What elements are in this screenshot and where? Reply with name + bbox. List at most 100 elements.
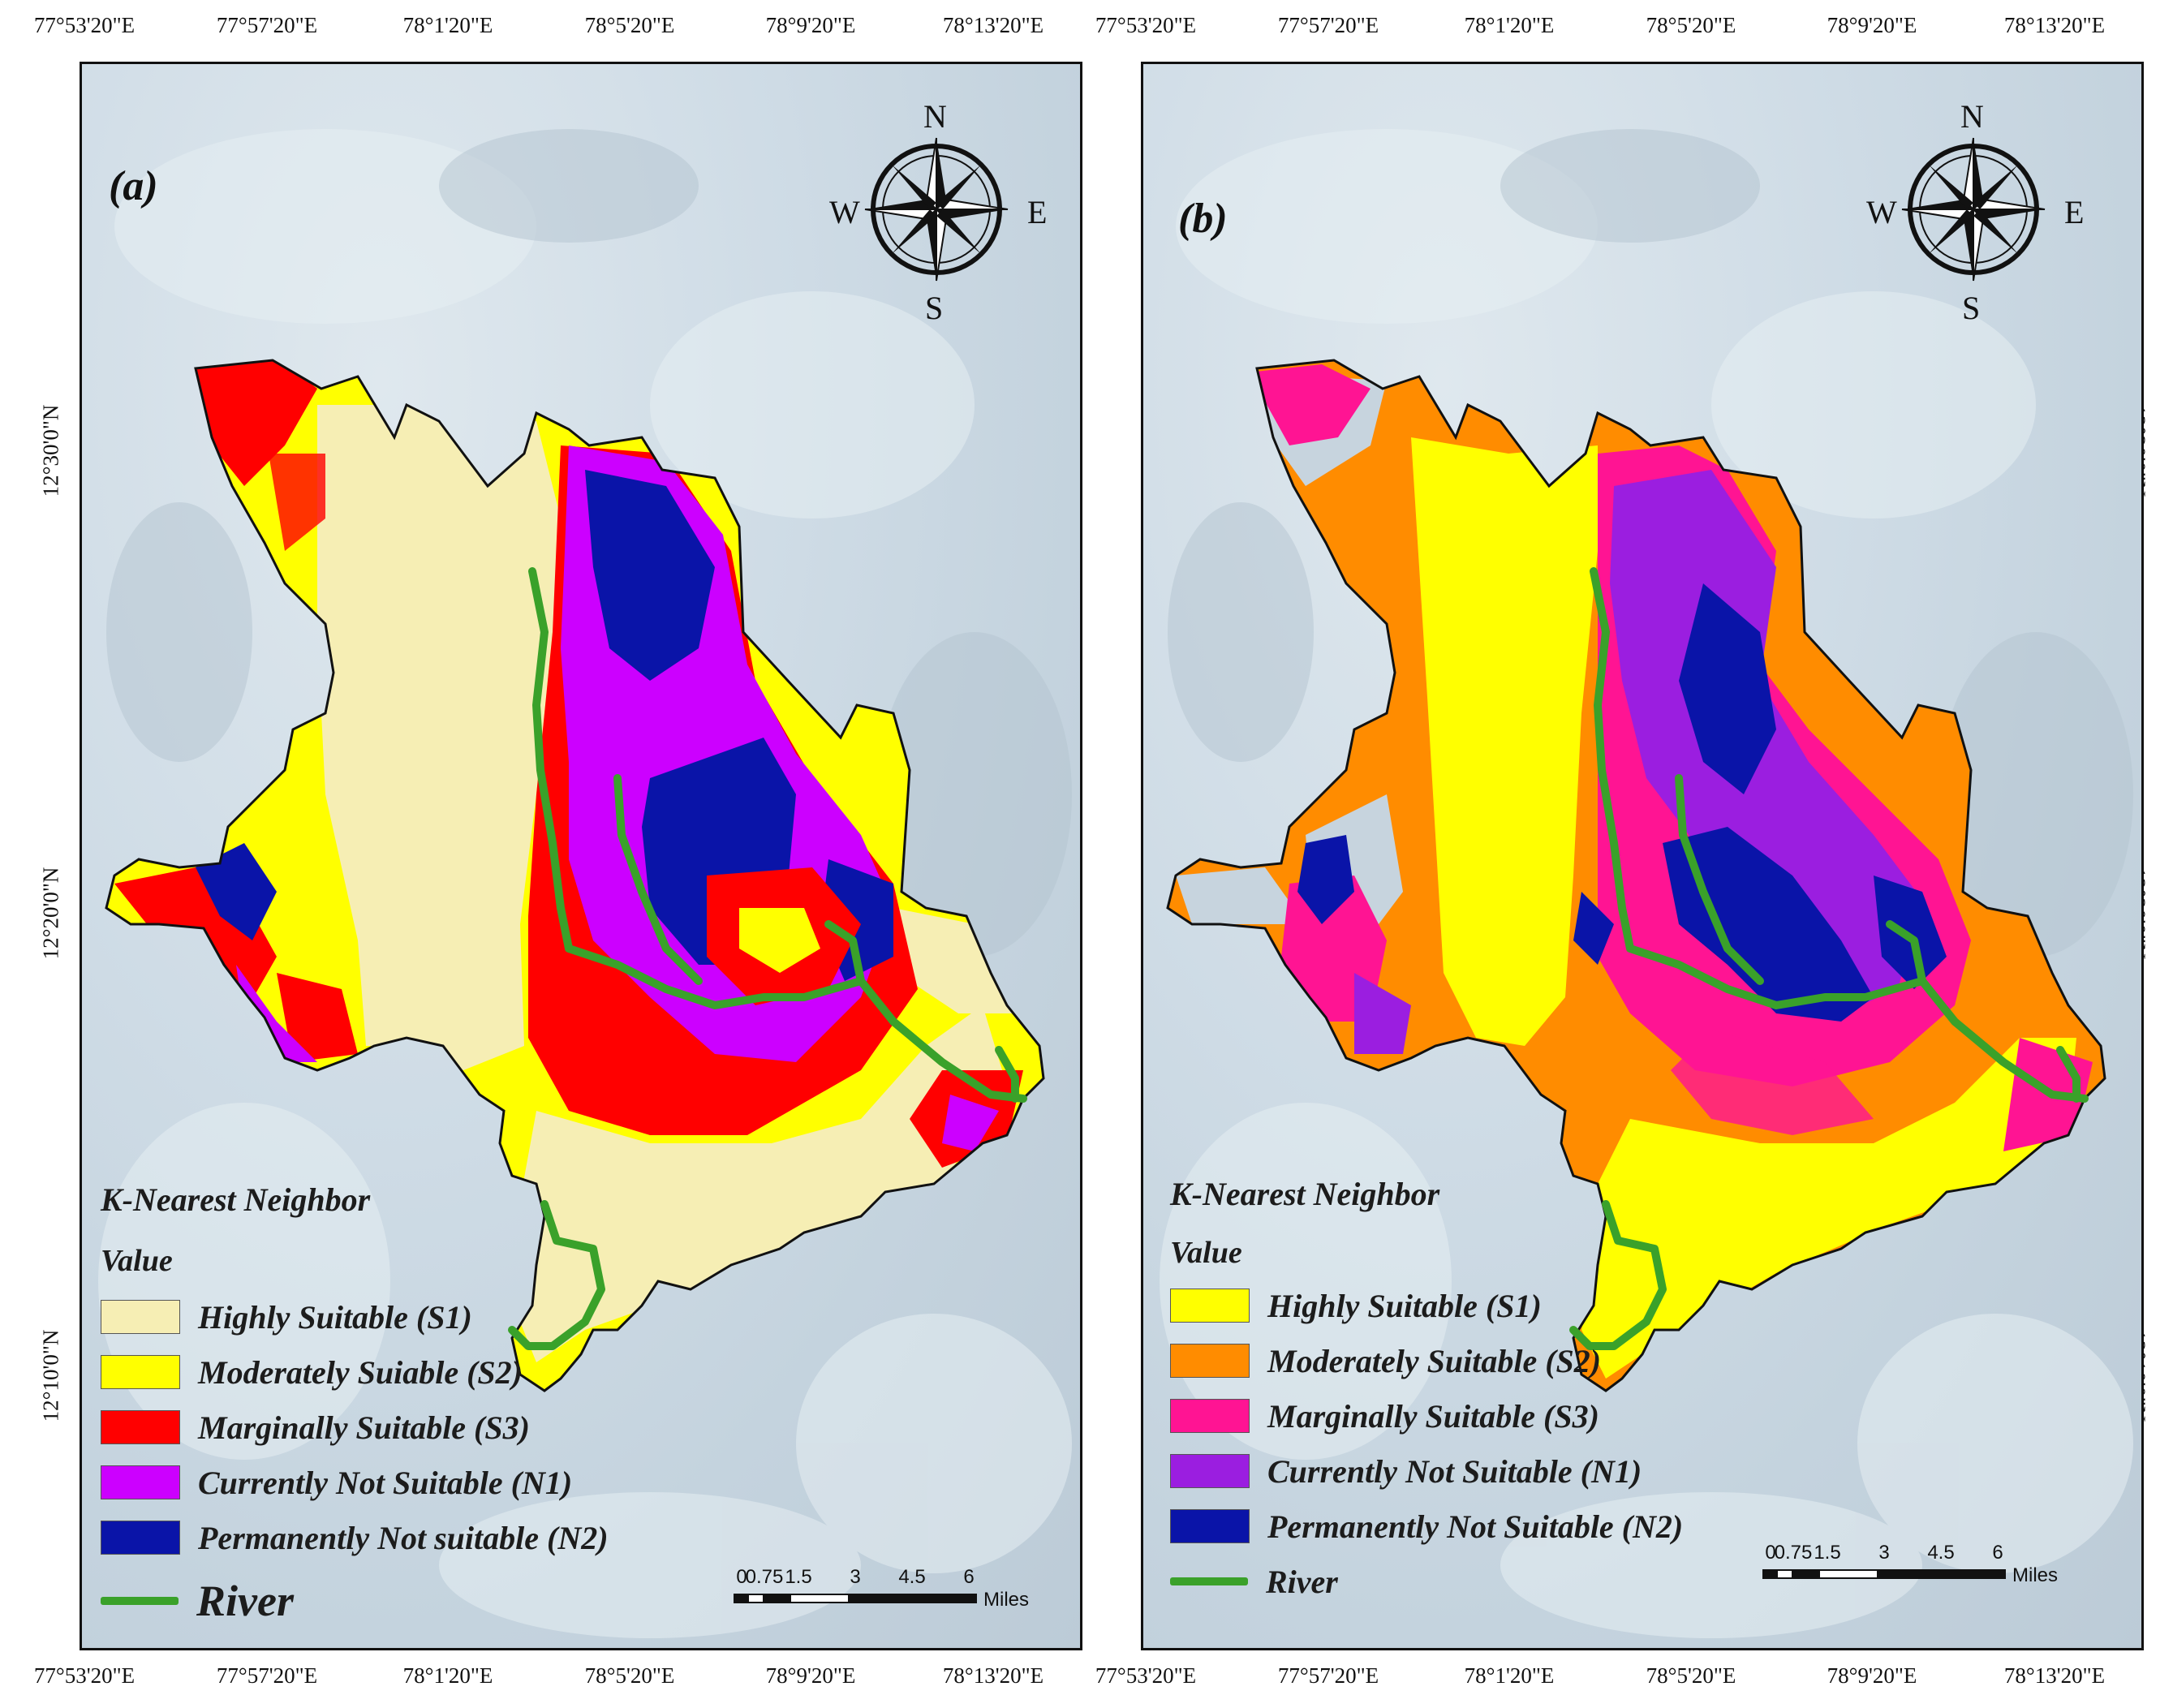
scale-bar: 0 0.75 1.5 3 4.5 6 Miles — [734, 1566, 1058, 1615]
legend-swatch — [1170, 1344, 1250, 1378]
compass-east: E — [1027, 194, 1048, 230]
legend-item: Moderately Suitable (S2) — [1170, 1342, 1601, 1379]
map-panel-b: 77°53'20"E 77°57'20"E 78°1'20"E 78°5'20"… — [1095, 0, 2165, 1708]
legend-river-item: River — [1170, 1563, 1338, 1600]
legend-label: Currently Not Suitable (N1) — [198, 1464, 573, 1501]
legend-river-label: River — [1266, 1563, 1338, 1600]
lon-tick-label: 77°57'20"E — [1277, 13, 1379, 37]
lon-tick-label: 77°53'20"E — [1095, 1663, 1197, 1688]
scale-bar-graphic — [734, 1594, 977, 1603]
legend-swatch — [1170, 1399, 1250, 1433]
legend-swatch — [1170, 1509, 1250, 1543]
lon-tick-label: 78°1'20"E — [1464, 13, 1555, 37]
lon-tick-label: 77°57'20"E — [216, 13, 318, 37]
lat-tick-label: 12°10'0"N — [38, 1329, 63, 1422]
map-frame — [1141, 62, 2144, 1650]
legend-item: Permanently Not Suitable (N2) — [1170, 1508, 1683, 1545]
legend-label: Currently Not Suitable (N1) — [1267, 1452, 1642, 1490]
lon-tick-label: 78°13'20"E — [2003, 1663, 2106, 1688]
legend-item: Moderately Suiable (S2) — [101, 1353, 523, 1391]
legend-item: Currently Not Suitable (N1) — [1170, 1452, 1642, 1490]
legend-label: Moderately Suitable (S2) — [1267, 1342, 1602, 1379]
lon-tick-label: 78°5'20"E — [584, 13, 675, 37]
compass-south: S — [925, 290, 944, 326]
lon-tick-label: 77°57'20"E — [1277, 1663, 1379, 1688]
lon-tick-label: 78°9'20"E — [1827, 1663, 1917, 1688]
legend-swatch — [101, 1410, 180, 1444]
legend-subtitle: Value — [1170, 1236, 1242, 1270]
legend-subtitle: Value — [101, 1244, 173, 1278]
compass-west: W — [1866, 194, 1897, 230]
lat-tick-label: 12°20'0"N — [38, 867, 63, 960]
legend-title: K-Nearest Neighbor — [101, 1181, 371, 1218]
lon-tick-label: 78°5'20"E — [1646, 1663, 1736, 1688]
scale-units: Miles — [983, 1589, 1030, 1611]
scale-label: 6 — [1992, 1542, 2003, 1564]
legend-swatch — [101, 1465, 180, 1499]
suitability-map-a — [105, 359, 1045, 1392]
legend-item: Highly Suitable (S1) — [1170, 1287, 1542, 1324]
lon-tick-label: 78°13'20"E — [2003, 13, 2106, 37]
compass-rose-icon: N S W E — [829, 97, 1047, 326]
legend-item: Currently Not Suitable (N1) — [101, 1464, 572, 1501]
legend-label: Permanently Not Suitable (N2) — [1267, 1508, 1684, 1545]
lon-tick-label: 77°53'20"E — [1095, 13, 1197, 37]
lon-tick-label: 78°1'20"E — [402, 13, 493, 37]
legend-label: Marginally Suitable (S3) — [1267, 1397, 1599, 1435]
compass-north: N — [923, 98, 947, 135]
lon-tick-label: 77°57'20"E — [216, 1663, 318, 1688]
compass-east: E — [2064, 194, 2085, 230]
legend-swatch — [101, 1355, 180, 1389]
scale-label: 4.5 — [1927, 1542, 1955, 1564]
scale-label: 0.75 — [1774, 1542, 1813, 1564]
scale-label: 3 — [1878, 1542, 1890, 1564]
lon-tick-label: 78°9'20"E — [765, 13, 856, 37]
legend-item: Marginally Suitable (S3) — [1170, 1397, 1599, 1435]
scale-label: 0.75 — [745, 1566, 784, 1588]
scale-label: 1.5 — [785, 1566, 812, 1588]
lat-tick-label: 12°30'0"N — [38, 404, 63, 497]
legend-river-label: River — [196, 1577, 294, 1625]
lon-tick-label: 78°13'20"E — [942, 1663, 1044, 1688]
lon-tick-label: 78°1'20"E — [1464, 1663, 1555, 1688]
lon-tick-label: 77°53'20"E — [33, 1663, 136, 1688]
lon-tick-label: 78°13'20"E — [942, 13, 1044, 37]
legend-river-item: River — [101, 1577, 294, 1625]
compass-north: N — [1960, 98, 1984, 135]
lon-tick-label: 78°5'20"E — [1646, 13, 1736, 37]
scale-units: Miles — [2012, 1564, 2059, 1586]
legend-item: Highly Suitable (S1) — [101, 1298, 472, 1336]
scale-label: 6 — [963, 1566, 975, 1588]
legend-title: K-Nearest Neighbor — [1170, 1176, 1440, 1212]
scale-label: 0 — [736, 1566, 747, 1588]
map-panel-a: 77°53'20"E 77°57'20"E 78°1'20"E 78°5'20"… — [34, 0, 1104, 1708]
lon-tick-label: 78°1'20"E — [402, 1663, 493, 1688]
scale-label: 3 — [850, 1566, 861, 1588]
lon-tick-label: 78°9'20"E — [1827, 13, 1917, 37]
compass-rose-icon: N S W E — [1866, 97, 2084, 326]
legend-swatch — [101, 1521, 180, 1555]
legend-label: Moderately Suiable (S2) — [198, 1353, 523, 1391]
legend-item: Permanently Not suitable (N2) — [101, 1519, 609, 1556]
river-swatch — [1170, 1577, 1248, 1585]
panel-label: (b) — [1178, 196, 1228, 242]
lon-tick-label: 78°5'20"E — [584, 1663, 675, 1688]
compass-south: S — [1962, 290, 1981, 326]
lon-tick-label: 77°53'20"E — [33, 13, 136, 37]
legend-swatch — [101, 1300, 180, 1334]
scale-bar-graphic — [1762, 1569, 2006, 1579]
legend-label: Highly Suitable (S1) — [198, 1298, 472, 1336]
legend-swatch — [1170, 1454, 1250, 1488]
legend-label: Permanently Not suitable (N2) — [198, 1519, 609, 1556]
suitability-map-b — [1166, 359, 2106, 1392]
scale-bar: 0 0.75 1.5 3 4.5 6 Miles — [1762, 1542, 2087, 1590]
legend-label: Highly Suitable (S1) — [1267, 1287, 1542, 1324]
panel-label: (a) — [109, 163, 158, 209]
legend-swatch — [1170, 1289, 1250, 1323]
legend-item: Marginally Suitable (S3) — [101, 1409, 530, 1446]
scale-label: 1.5 — [1814, 1542, 1841, 1564]
lon-tick-label: 78°9'20"E — [765, 1663, 856, 1688]
scale-label: 0 — [1765, 1542, 1776, 1564]
scale-label: 4.5 — [898, 1566, 926, 1588]
legend-label: Marginally Suitable (S3) — [198, 1409, 530, 1446]
